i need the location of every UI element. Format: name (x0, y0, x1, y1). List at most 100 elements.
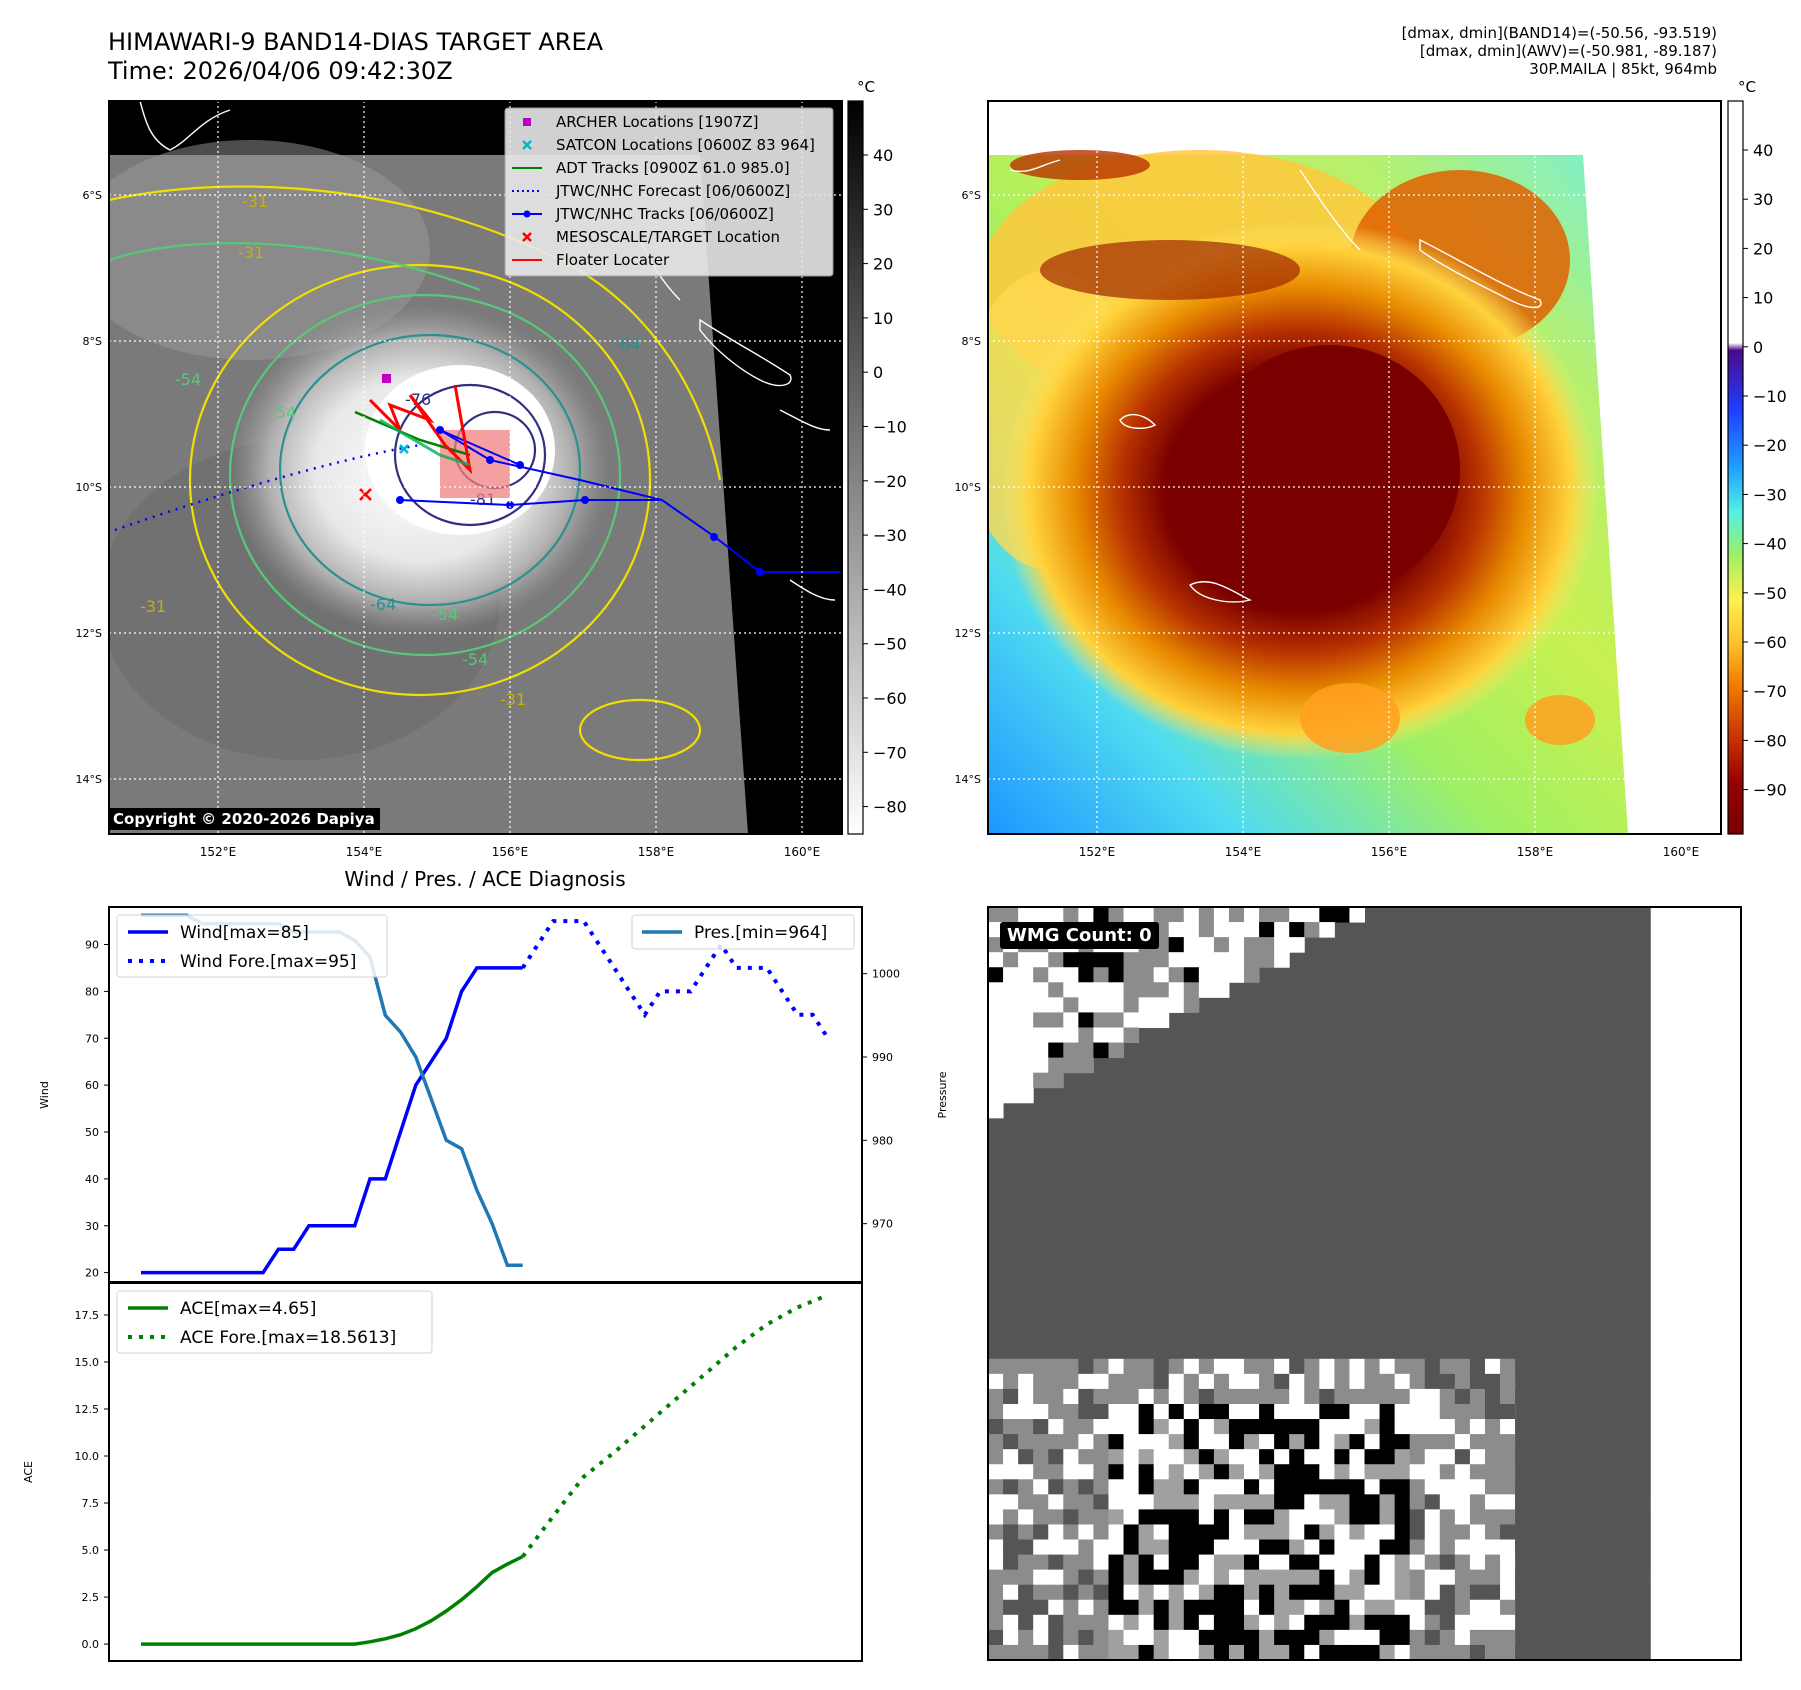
colorbar-tick-label: −70 (1753, 682, 1787, 701)
lon-tick-label: 152°E (200, 845, 237, 859)
wind-tick-label: 70 (85, 1032, 99, 1045)
pressure-legend: Pres.[min=964] (631, 914, 855, 950)
lat-tick-label: 6°S (962, 189, 981, 202)
pressure-legend-label: Pres.[min=964] (694, 923, 827, 943)
wind-legend: Wind[max=85] Wind Fore.[max=95] (116, 914, 388, 978)
lon-tick-label: 152°E (1079, 845, 1116, 859)
wind-forecast-legend-label: Wind Fore.[max=95] (180, 952, 356, 972)
contour-76 (393, 383, 547, 527)
ace-tick-label: 15.0 (75, 1356, 100, 1369)
contour-label: -54 (432, 605, 458, 624)
coastline (1009, 159, 1061, 172)
contour-label: -31 (242, 192, 268, 211)
contour-54 (228, 293, 622, 657)
info-storm: 30P.MAILA | 85kt, 964mb (1529, 60, 1717, 78)
colorbar-tick-label: −40 (873, 580, 907, 599)
colorbar-tick-label: 20 (1753, 239, 1773, 258)
contour-label: -54 (175, 370, 201, 389)
contour-label: -54 (270, 403, 296, 422)
map-gray-grid (109, 101, 842, 834)
wmg-panel (987, 906, 1742, 1661)
legend-label: JTWC/NHC Forecast [06/0600Z] (555, 182, 790, 200)
contour-label: -64 (370, 595, 396, 614)
colorbar-tick-label: 0 (873, 363, 883, 382)
pressure-axis-label: Pressure (936, 1071, 949, 1118)
lat-tick-label: 10°S (955, 481, 981, 494)
colorbar-tick-label: −20 (873, 472, 907, 491)
legend-label: MESOSCALE/TARGET Location (556, 228, 780, 246)
lon-tick-label: 156°E (1371, 845, 1408, 859)
legend-label: Floater Locater (556, 251, 670, 269)
legend-x-icon (522, 232, 532, 242)
colorbar-tick-label: −30 (873, 526, 907, 545)
map-gray-panel: -31 -31 -54 -54 -64 -76 -31 -54 -54 -31 … (76, 100, 843, 859)
colorbar-tick-label: 0 (1753, 338, 1763, 357)
colorbar-tick-label: 20 (873, 255, 893, 274)
ace-forecast-series-line (521, 1293, 829, 1558)
legend-entry: JTWC/NHC Forecast [06/0600Z] (512, 182, 790, 200)
legend-entry: ADT Tracks [0900Z 61.0 985.0] (512, 159, 790, 177)
lat-tick-label: 14°S (76, 773, 102, 786)
target-marker (359, 488, 372, 501)
copyright-badge: Copyright © 2020-2026 Dapiya (108, 808, 380, 830)
satcon-marker (399, 444, 409, 454)
wind-tick-label: 50 (85, 1126, 99, 1139)
floater-track (368, 384, 473, 475)
wind-axis-label: Wind (38, 1081, 51, 1109)
legend-entry: JTWC/NHC Tracks [06/0600Z] (512, 205, 774, 223)
lat-tick-label: 12°S (76, 627, 102, 640)
contour-label: -54 (462, 650, 488, 669)
legend-label: SATCON Locations [0600Z 83 964] (556, 136, 815, 154)
legend-entry: MESOSCALE/TARGET Location (522, 228, 780, 246)
ace-panel: 0.0 2.5 5.0 7.5 10.0 12.5 15.0 17.5 ACE ACE[max… (22, 1282, 863, 1662)
wmg-count-badge: WMG Count: 0 (1000, 922, 1159, 949)
coastline (1119, 413, 1157, 429)
adt-track (354, 410, 471, 457)
colorbar-tick-label: −10 (873, 418, 907, 437)
legend-label: JTWC/NHC Tracks [06/0600Z] (555, 205, 774, 223)
colorbar-tick-label: −80 (873, 798, 907, 817)
legend-entry: Floater Locater (512, 251, 670, 269)
diagnosis-title: Wind / Pres. / ACE Diagnosis (344, 867, 625, 891)
wind-pressure-panel: Wind / Pres. / ACE Diagnosis 20 30 40 50 60 7… (38, 867, 949, 1283)
colorbar-tick-label: 30 (1753, 190, 1773, 209)
legend-x-icon (522, 140, 532, 150)
coastline (699, 318, 792, 387)
ace-legend: ACE[max=4.65] ACE Fore.[max=18.5613] (116, 1290, 433, 1354)
coastline (1419, 238, 1542, 309)
coastline (779, 409, 831, 431)
ace-tick-label: 10.0 (75, 1450, 100, 1463)
legend-entry: ARCHER Locations [1907Z] (523, 113, 759, 131)
wind-tick-label: 40 (85, 1173, 99, 1186)
colorbar-tick-label: −70 (873, 743, 907, 762)
lon-tick-label: 160°E (1663, 845, 1700, 859)
wind-legend-label: Wind[max=85] (180, 923, 309, 943)
ace-tick-label: 17.5 (75, 1309, 100, 1322)
lon-tick-label: 154°E (1225, 845, 1262, 859)
colorbar-tick-label: −60 (873, 689, 907, 708)
ace-forecast-legend-label: ACE Fore.[max=18.5613] (180, 1328, 396, 1348)
colorbar-tick-label: 10 (873, 309, 893, 328)
colorbar-tick-label: −50 (873, 635, 907, 654)
pressure-tick-label: 970 (872, 1218, 893, 1231)
ace-tick-label: 2.5 (82, 1591, 100, 1604)
lat-tick-label: 8°S (83, 335, 102, 348)
lon-tick-label: 158°E (638, 845, 675, 859)
colorbar-gray: °C 40 30 20 10 0 −10 −20 −30 −40 −50 −60 −70 −80 (847, 78, 907, 835)
lon-tick-label: 160°E (784, 845, 821, 859)
contour-label: -31 (238, 243, 264, 262)
lon-tick-label: 158°E (1517, 845, 1554, 859)
info-awv: [dmax, dmin](AWV)=(-50.981, -89.187) (1419, 42, 1717, 60)
colorbar-tick-label: −90 (1753, 781, 1787, 800)
colorbar-tick-label: −20 (1753, 436, 1787, 455)
archer-marker (382, 374, 391, 383)
coastline (1299, 169, 1361, 251)
lon-tick-label: 156°E (492, 845, 529, 859)
legend-label: ARCHER Locations [1907Z] (556, 113, 759, 131)
pressure-tick-label: 1000 (872, 968, 900, 981)
colorbar-tick-label: −30 (1753, 485, 1787, 504)
colorbar-tick-label: 40 (1753, 141, 1773, 160)
lat-tick-label: 6°S (83, 189, 102, 202)
figure-info: [dmax, dmin](BAND14)=(-50.56, -93.519) [… (1402, 24, 1717, 78)
colorbar-tick-label: −60 (1753, 633, 1787, 652)
